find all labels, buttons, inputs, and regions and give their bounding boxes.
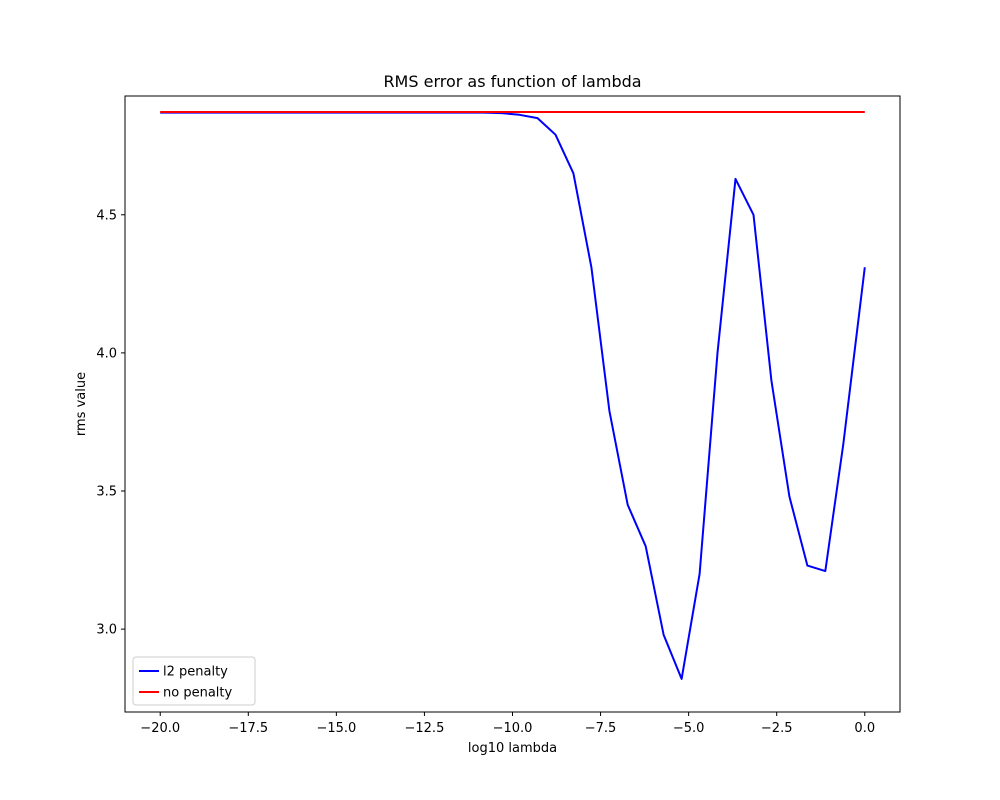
- legend-label: l2 penalty: [163, 665, 228, 680]
- x-tick-label: 0.0: [854, 721, 875, 736]
- y-tick-label: 3.0: [96, 623, 117, 638]
- plot-area: [160, 111, 866, 680]
- x-tick-label: −7.5: [585, 721, 617, 736]
- y-axis: 3.0 3.5 4.0 4.5: [96, 208, 125, 638]
- chart-title: RMS error as function of lambda: [383, 72, 641, 91]
- x-tick-label: −15.0: [316, 721, 356, 736]
- y-tick-label: 3.5: [96, 485, 117, 500]
- y-axis-label: rms value: [74, 372, 89, 436]
- x-tick-label: −5.0: [673, 721, 705, 736]
- x-tick-label: −20.0: [140, 721, 180, 736]
- x-tick-label: −10.0: [493, 721, 533, 736]
- legend-label: no penalty: [163, 686, 232, 701]
- x-tick-label: −12.5: [405, 721, 445, 736]
- y-tick-label: 4.0: [96, 346, 117, 361]
- x-tick-label: −2.5: [761, 721, 793, 736]
- x-axis: −20.0 −17.5 −15.0 −12.5 −10.0 −7.5 −5.0 −2.5 0.0: [140, 712, 875, 736]
- legend-box: [132, 656, 256, 706]
- y-tick-label: 4.5: [96, 208, 117, 223]
- x-tick-label: −17.5: [228, 721, 268, 736]
- legend: l2 penalty no penalty: [132, 656, 256, 706]
- x-axis-label: log10 lambda: [468, 741, 557, 756]
